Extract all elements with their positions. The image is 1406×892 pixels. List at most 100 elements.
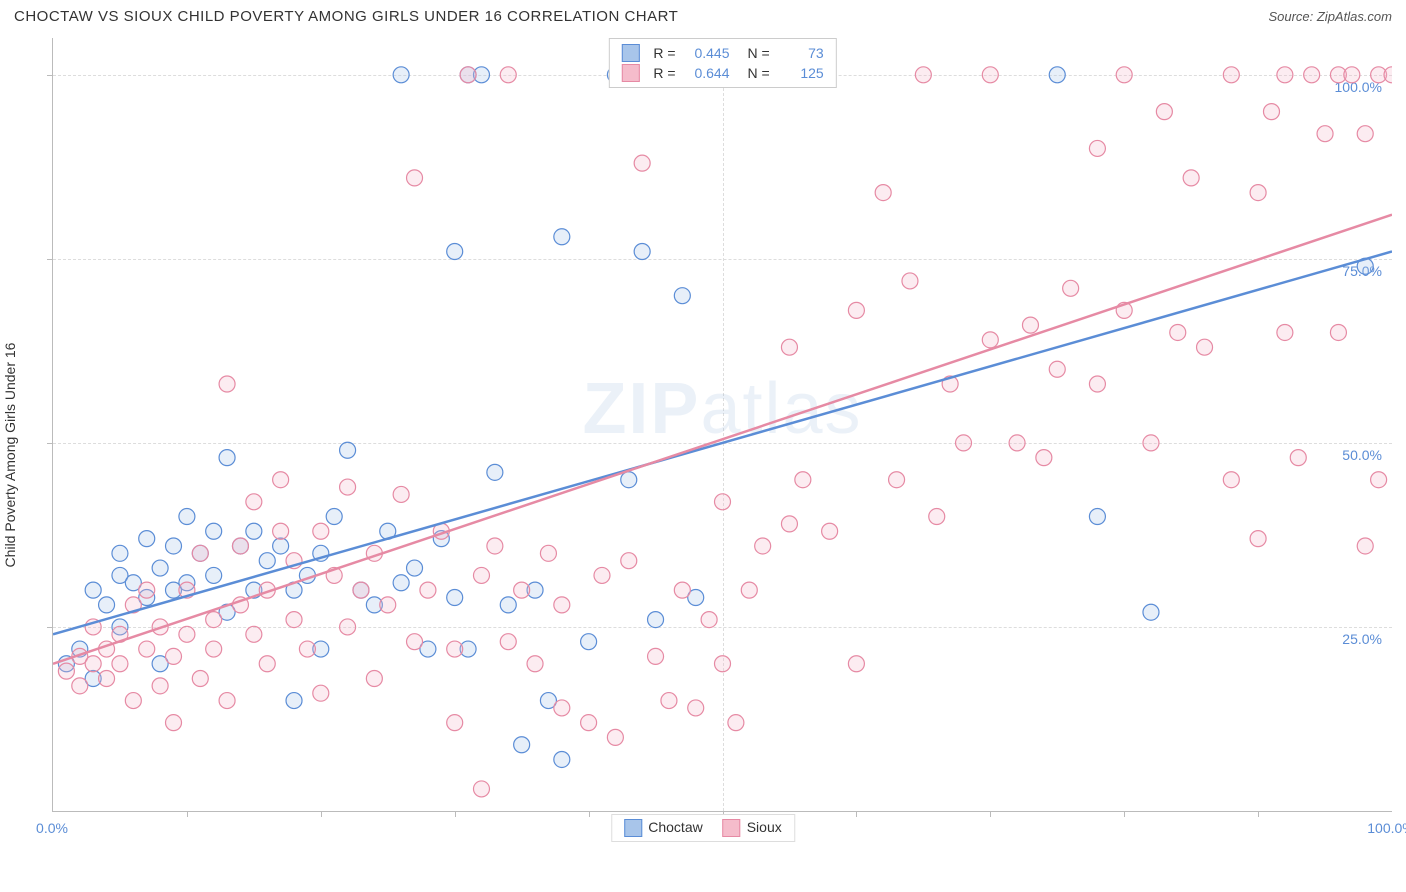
data-point: [1089, 376, 1105, 392]
data-point: [407, 634, 423, 650]
data-point: [273, 523, 289, 539]
data-point: [902, 273, 918, 289]
data-point: [393, 575, 409, 591]
data-point: [554, 597, 570, 613]
data-point: [246, 494, 262, 510]
data-point: [179, 626, 195, 642]
data-point: [340, 442, 356, 458]
data-point: [1277, 324, 1293, 340]
data-point: [447, 641, 463, 657]
data-point: [259, 656, 275, 672]
chart-header: CHOCTAW VS SIOUX CHILD POVERTY AMONG GIR…: [0, 0, 1406, 29]
data-point: [139, 582, 155, 598]
x-tick-mark: [589, 811, 590, 817]
x-tick-mark: [1258, 811, 1259, 817]
data-point: [166, 538, 182, 554]
data-point: [473, 781, 489, 797]
data-point: [1223, 472, 1239, 488]
data-point: [447, 715, 463, 731]
legend-swatch: [621, 64, 639, 82]
data-point: [85, 656, 101, 672]
x-tick-mark: [455, 811, 456, 817]
correlation-legend-row: R =0.644N =125: [621, 63, 823, 83]
data-point: [1384, 67, 1392, 83]
data-point: [206, 641, 222, 657]
data-point: [1049, 67, 1065, 83]
data-point: [152, 678, 168, 694]
data-point: [192, 545, 208, 561]
data-point: [621, 553, 637, 569]
data-point: [299, 641, 315, 657]
data-point: [112, 656, 128, 672]
data-point: [795, 472, 811, 488]
data-point: [514, 582, 530, 598]
data-point: [1089, 140, 1105, 156]
data-point: [554, 700, 570, 716]
data-point: [500, 597, 516, 613]
data-point: [915, 67, 931, 83]
legend-n-label: N =: [748, 65, 770, 81]
data-point: [500, 634, 516, 650]
scatter-plot-svg: [53, 38, 1392, 811]
data-point: [1022, 317, 1038, 333]
data-point: [447, 243, 463, 259]
data-point: [313, 685, 329, 701]
legend-item: Choctaw: [624, 819, 702, 837]
data-point: [192, 670, 208, 686]
data-point: [1250, 531, 1266, 547]
data-point: [648, 612, 664, 628]
data-point: [366, 670, 382, 686]
data-point: [728, 715, 744, 731]
data-point: [353, 582, 369, 598]
trend-line: [53, 251, 1392, 634]
data-point: [594, 567, 610, 583]
data-point: [1197, 339, 1213, 355]
data-point: [607, 729, 623, 745]
data-point: [848, 656, 864, 672]
data-point: [1170, 324, 1186, 340]
data-point: [581, 634, 597, 650]
data-point: [407, 170, 423, 186]
data-point: [889, 472, 905, 488]
data-point: [1183, 170, 1199, 186]
legend-n-value: 73: [778, 45, 824, 61]
data-point: [420, 582, 436, 598]
data-point: [929, 509, 945, 525]
data-point: [741, 582, 757, 598]
data-point: [206, 567, 222, 583]
data-point: [273, 472, 289, 488]
data-point: [487, 464, 503, 480]
data-point: [326, 509, 342, 525]
legend-n-value: 125: [778, 65, 824, 81]
data-point: [648, 648, 664, 664]
data-point: [1330, 324, 1346, 340]
data-point: [407, 560, 423, 576]
data-point: [246, 523, 262, 539]
chart-title: CHOCTAW VS SIOUX CHILD POVERTY AMONG GIR…: [14, 8, 678, 25]
y-axis-label: Child Poverty Among Girls Under 16: [2, 343, 18, 568]
data-point: [219, 376, 235, 392]
data-point: [1089, 509, 1105, 525]
data-point: [1344, 67, 1360, 83]
data-point: [848, 302, 864, 318]
legend-n-label: N =: [748, 45, 770, 61]
x-tick-mark: [1124, 811, 1125, 817]
data-point: [1290, 450, 1306, 466]
data-point: [634, 155, 650, 171]
data-point: [393, 67, 409, 83]
legend-r-value: 0.644: [684, 65, 730, 81]
correlation-legend-row: R =0.445N =73: [621, 43, 823, 63]
data-point: [1049, 361, 1065, 377]
data-point: [1156, 104, 1172, 120]
data-point: [875, 185, 891, 201]
legend-r-value: 0.445: [684, 45, 730, 61]
data-point: [473, 567, 489, 583]
x-tick-mark: [990, 811, 991, 817]
data-point: [688, 700, 704, 716]
data-point: [393, 486, 409, 502]
x-tick-mark: [187, 811, 188, 817]
data-point: [99, 670, 115, 686]
data-point: [246, 626, 262, 642]
data-point: [1304, 67, 1320, 83]
correlation-legend: R =0.445N =73R =0.644N =125: [608, 38, 836, 88]
